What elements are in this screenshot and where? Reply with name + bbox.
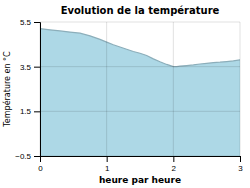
- tick-mark: [34, 156, 40, 157]
- tick-label: 0: [38, 164, 43, 173]
- grid-line: [40, 22, 240, 23]
- tick-label: 2: [172, 164, 177, 173]
- tick-label: 3: [238, 164, 243, 173]
- tick: 5.5: [20, 18, 40, 27]
- tick-mark: [34, 67, 40, 68]
- marks: [40, 29, 240, 156]
- tick: 1: [105, 156, 110, 173]
- tick: 1.5: [20, 107, 40, 116]
- x-axis: 0 1 2 3: [38, 156, 243, 173]
- tick: 3.5: [20, 63, 40, 72]
- tick-label: 1: [105, 164, 110, 173]
- title: Evolution de la température: [61, 5, 220, 16]
- tick: −0.5: [15, 152, 40, 161]
- grid-line: [240, 22, 241, 156]
- grid-line: [40, 111, 240, 112]
- tick-label: 3.5: [20, 63, 32, 72]
- area: [40, 29, 240, 156]
- tick-mark: [173, 156, 174, 162]
- grid-line: [173, 22, 174, 156]
- grid-line: [40, 66, 240, 67]
- tick: 0: [38, 156, 43, 173]
- grid: [40, 22, 240, 156]
- tick-mark: [240, 156, 241, 162]
- tick-mark: [34, 22, 40, 23]
- axis-line: [34, 23, 41, 157]
- tick-label: 1.5: [20, 107, 32, 116]
- tick: 3: [238, 156, 243, 173]
- chart: 0 1 2 3 −0.5 1.5 3.5 5.5 Evolution de la tempéra…: [0, 0, 250, 188]
- tick-label: −0.5: [15, 152, 31, 161]
- grid-line: [106, 22, 107, 156]
- y-axis: −0.5 1.5 3.5 5.5: [15, 18, 40, 161]
- axis-line: [41, 157, 241, 163]
- tick-mark: [107, 156, 108, 162]
- tick-label: 5.5: [20, 18, 32, 27]
- plot-area: 0 1 2 3 −0.5 1.5 3.5 5.5: [15, 18, 243, 173]
- tick-mark: [34, 111, 40, 112]
- tick: 2: [172, 156, 177, 173]
- y-axis-title: Température en °C: [2, 51, 12, 128]
- line: [40, 29, 240, 67]
- x-axis-title: heure par heure: [99, 175, 181, 185]
